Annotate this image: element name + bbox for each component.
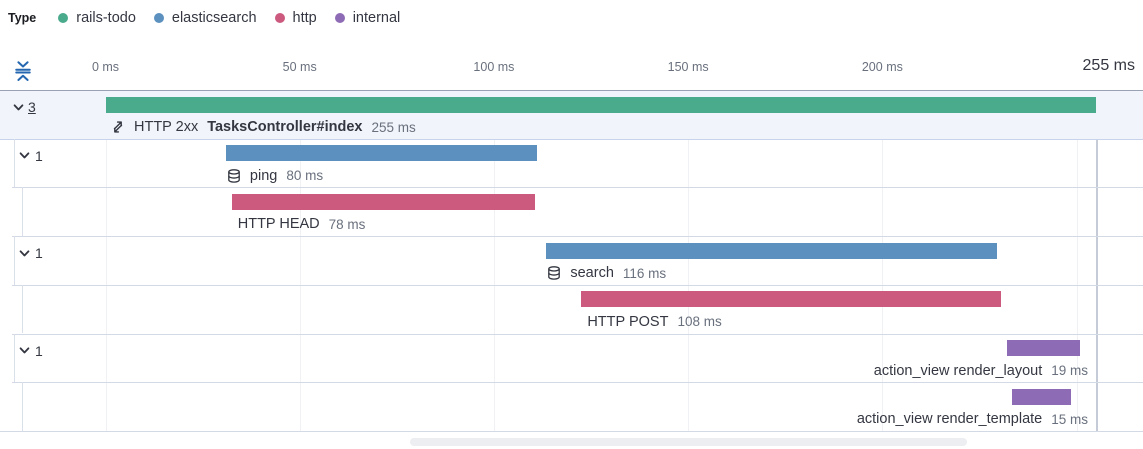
collapse-all-button[interactable]: [10, 57, 36, 85]
legend-dot: [334, 13, 345, 23]
legend-title: Type: [8, 11, 37, 25]
database-icon: [226, 168, 242, 184]
axis-tick: 50 ms: [282, 60, 317, 74]
span-label[interactable]: HTTP HEAD 78 ms: [238, 214, 366, 234]
horizontal-scrollbar-thumb[interactable]: [410, 438, 967, 446]
span-duration: 80 ms: [286, 168, 324, 184]
legend: Type rails-todo elasticsearch http inter…: [8, 10, 418, 26]
chevron-down-icon[interactable]: [16, 343, 32, 359]
fold-vertical-icon: [13, 61, 33, 86]
axis-tick: 200 ms: [861, 60, 903, 74]
span-label[interactable]: search 116 ms: [546, 263, 666, 283]
span-name: HTTP POST: [587, 313, 669, 330]
chevron-down-icon[interactable]: [10, 99, 26, 115]
transaction-icon: [110, 119, 126, 135]
gridline: [493, 91, 495, 431]
span-result: HTTP 2xx: [134, 119, 199, 135]
span-duration: 15 ms: [1051, 411, 1088, 427]
axis-tick: 100 ms: [473, 60, 515, 74]
waterfall-row-span[interactable]: HTTP HEAD 78 ms: [0, 187, 1143, 237]
span-name: HTTP HEAD: [237, 216, 320, 233]
waterfall-row-span[interactable]: 1 search 116 ms: [0, 236, 1143, 285]
axis-total-duration: 255 ms: [1082, 57, 1135, 74]
span-bar[interactable]: [105, 96, 1096, 113]
span-bar[interactable]: [546, 242, 997, 259]
gridline: [105, 91, 107, 431]
gridline: [882, 91, 884, 431]
span-name: ping: [249, 167, 278, 184]
child-count: 1: [35, 342, 43, 359]
span-duration: 255 ms: [371, 119, 416, 135]
waterfall-row-span[interactable]: 1 ping 80 ms: [0, 138, 1143, 188]
gridline: [299, 91, 301, 431]
span-duration: 19 ms: [1051, 363, 1088, 378]
waterfall-row-span[interactable]: 1 action_view render_layout 19 ms: [0, 333, 1143, 383]
span-label[interactable]: action_view render_layout 19 ms: [874, 361, 1088, 381]
span-label[interactable]: action_view render_template 15 ms: [857, 409, 1088, 429]
gridline: [1076, 91, 1078, 431]
legend-dot: [58, 13, 69, 23]
nesting-guide-line: [14, 138, 15, 188]
legend-item-internal: internal: [334, 10, 400, 26]
legend-item-rails-todo: rails-todo: [58, 10, 136, 26]
waterfall-row-transaction[interactable]: 3 HTTP 2xx TasksController#index 255 ms: [0, 90, 1143, 139]
nesting-guide-line: [14, 236, 15, 285]
chevron-down-icon[interactable]: [16, 148, 32, 164]
chevron-down-icon[interactable]: [16, 245, 32, 261]
nesting-guide-line: [22, 284, 23, 334]
legend-item-elasticsearch: elasticsearch: [153, 10, 257, 26]
axis-tick: 150 ms: [667, 60, 709, 74]
span-duration: 78 ms: [328, 216, 366, 232]
legend-dot: [274, 13, 285, 23]
child-count: 1: [35, 245, 43, 262]
nesting-guide-line: [22, 187, 23, 237]
span-name: action_view render_layout: [873, 362, 1043, 379]
database-icon: [546, 265, 562, 281]
span-bar[interactable]: [581, 291, 1001, 308]
nesting-guide-line: [14, 333, 15, 383]
span-duration: 108 ms: [677, 314, 722, 330]
span-label[interactable]: HTTP 2xx TasksController#index 255 ms: [110, 117, 416, 137]
legend-item-http: http: [274, 10, 317, 26]
span-bar[interactable]: [1012, 388, 1071, 405]
axis-tick: 0 ms: [91, 60, 120, 74]
span-bar[interactable]: [1006, 340, 1081, 356]
span-bar[interactable]: [231, 193, 535, 210]
span-label[interactable]: ping 80 ms: [226, 166, 323, 186]
waterfall-row-span[interactable]: action_view render_template 15 ms: [0, 382, 1143, 431]
span-duration: 116 ms: [622, 265, 667, 281]
gridline: [688, 91, 690, 431]
span-name: TasksController#index: [207, 119, 363, 135]
span-name: search: [570, 265, 614, 282]
waterfall-row-span[interactable]: HTTP POST 108 ms: [0, 284, 1143, 334]
span-label[interactable]: HTTP POST 108 ms: [587, 312, 721, 332]
nesting-guide-line: [22, 382, 23, 431]
span-bar[interactable]: [225, 145, 537, 162]
child-count-link[interactable]: 3: [28, 99, 36, 115]
child-count: 1: [35, 147, 43, 164]
span-name: action_view render_template: [856, 411, 1043, 428]
legend-dot: [153, 13, 164, 23]
rows-bottom-border: [0, 431, 1143, 432]
trace-end-line: [1096, 91, 1098, 431]
